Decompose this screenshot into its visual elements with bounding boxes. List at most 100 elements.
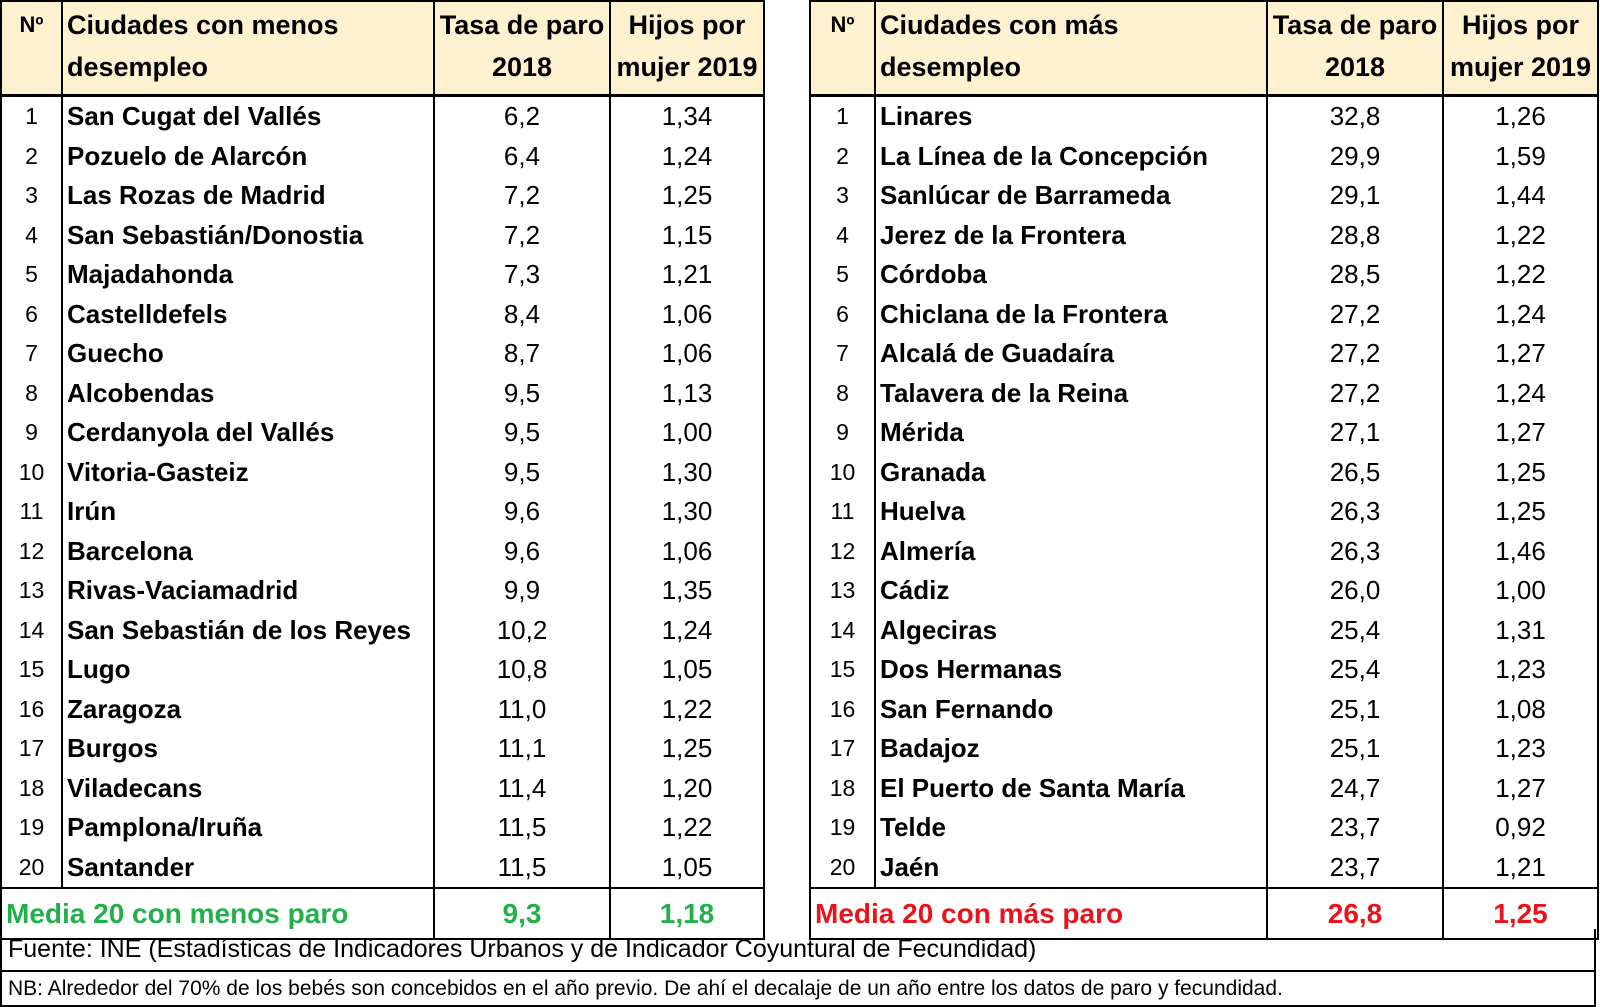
table-row: 19 Pamplona/Iruña 11,5 1,22 (0, 808, 765, 848)
table-row: 17 Badajoz 25,1 1,23 (809, 729, 1599, 769)
cell: 8 (809, 373, 876, 413)
footer-cell: 26,8 (1266, 887, 1444, 940)
cell: 26,3 (1266, 492, 1444, 532)
cell: 7,2 (433, 215, 611, 255)
cell: Huelva (874, 492, 1268, 532)
cell: 4 (0, 215, 63, 255)
header-cell: Nº (0, 0, 63, 97)
table-row: 13 Cádiz 26,0 1,00 (809, 571, 1599, 611)
header-row: Nº Ciudades con menos desempleo Tasa de pa… (0, 0, 765, 97)
cell: 17 (809, 729, 876, 769)
cell: 15 (809, 650, 876, 690)
cell: 26,5 (1266, 452, 1444, 492)
footer-cell: 1,25 (1442, 887, 1599, 940)
cell: 27,2 (1266, 373, 1444, 413)
cell: 19 (809, 808, 876, 848)
cell: 15 (0, 650, 63, 690)
cell: 20 (809, 847, 876, 888)
footer-cell: 9,3 (433, 887, 611, 940)
cell: 25,1 (1266, 729, 1444, 769)
cell: 7 (809, 334, 876, 374)
cell: 1,44 (1442, 176, 1599, 216)
cell: 26,0 (1266, 571, 1444, 611)
cell: 5 (809, 255, 876, 295)
table-body: 1 San Cugat del Vallés 6,2 1,34 2 Pozuelo de … (0, 95, 765, 888)
header-row: Nº Ciudades con más desempleo Tasa de paro… (809, 0, 1599, 97)
cell: Córdoba (874, 255, 1268, 295)
cell: Las Rozas de Madrid (61, 176, 435, 216)
cell: 28,8 (1266, 215, 1444, 255)
cell: 1,27 (1442, 413, 1599, 453)
cell: 1,24 (609, 136, 765, 176)
cell: 1,25 (1442, 452, 1599, 492)
table-row: 7 Guecho 8,7 1,06 (0, 334, 765, 374)
footer-row: Media 20 con menos paro 9,3 1,18 (0, 887, 765, 940)
cell: 18 (0, 768, 63, 808)
footer-cell: Media 20 con menos paro (0, 887, 435, 940)
cell: Sanlúcar de Barrameda (874, 176, 1268, 216)
cell: 13 (0, 571, 63, 611)
cell: 9,9 (433, 571, 611, 611)
cell: 27,2 (1266, 334, 1444, 374)
cell: 1,06 (609, 531, 765, 571)
header-cell: Nº (809, 0, 876, 97)
cell: Jaén (874, 847, 1268, 888)
data-table: Nº Ciudades con menos desempleo Tasa de pa… (0, 0, 765, 940)
footer-cell: 1,18 (609, 887, 765, 940)
cell: 8 (0, 373, 63, 413)
cell: Irún (61, 492, 435, 532)
cell: 17 (0, 729, 63, 769)
table-header: Nº Ciudades con más desempleo Tasa de paro… (809, 0, 1599, 97)
cell: Cádiz (874, 571, 1268, 611)
cell: 11,5 (433, 847, 611, 888)
cell: 9,5 (433, 373, 611, 413)
table-row: 8 Alcobendas 9,5 1,13 (0, 373, 765, 413)
table-row: 11 Irún 9,6 1,30 (0, 492, 765, 532)
cell: 4 (809, 215, 876, 255)
cell: 1,13 (609, 373, 765, 413)
cell: 11 (809, 492, 876, 532)
table-row: 8 Talavera de la Reina 27,2 1,24 (809, 373, 1599, 413)
table-row: 14 Algeciras 25,4 1,31 (809, 610, 1599, 650)
cell: 7 (0, 334, 63, 374)
cell: Guecho (61, 334, 435, 374)
cell: 1,25 (609, 729, 765, 769)
cell: 6,4 (433, 136, 611, 176)
cell: Algeciras (874, 610, 1268, 650)
table-row: 9 Cerdanyola del Vallés 9,5 1,00 (0, 413, 765, 453)
cell: 20 (0, 847, 63, 888)
cell: 1,06 (609, 334, 765, 374)
source: Fuente: INE (Estadísticas de Indicadores… (0, 929, 1596, 972)
cell: Almería (874, 531, 1268, 571)
cell: 1,24 (609, 610, 765, 650)
cell: 1,22 (609, 689, 765, 729)
cell: 14 (0, 610, 63, 650)
cell: Vitoria-Gasteiz (61, 452, 435, 492)
cell: 1,00 (1442, 571, 1599, 611)
cell: San Cugat del Vallés (61, 95, 435, 137)
cell: Dos Hermanas (874, 650, 1268, 690)
cell: 0,92 (1442, 808, 1599, 848)
cell: 11,0 (433, 689, 611, 729)
cell: 1,22 (609, 808, 765, 848)
cell: 12 (0, 531, 63, 571)
table-row: 1 Linares 32,8 1,26 (809, 95, 1599, 137)
cell: 25,4 (1266, 610, 1444, 650)
cell: 1,30 (609, 492, 765, 532)
header-cell: Hijos por mujer 2019 (1442, 0, 1599, 97)
cell: 8,7 (433, 334, 611, 374)
cell: 1,22 (1442, 215, 1599, 255)
cell: La Línea de la Concepción (874, 136, 1268, 176)
header-cell: Tasa de paro 2018 (433, 0, 611, 97)
footer-cell: Media 20 con más paro (809, 887, 1268, 940)
table-row: 6 Chiclana de la Frontera 27,2 1,24 (809, 294, 1599, 334)
cell: 11,4 (433, 768, 611, 808)
cell: 11,1 (433, 729, 611, 769)
table-row: 1 San Cugat del Vallés 6,2 1,34 (0, 95, 765, 137)
cell: Badajoz (874, 729, 1268, 769)
cell: 1,27 (1442, 768, 1599, 808)
cell: San Fernando (874, 689, 1268, 729)
cell: 6,2 (433, 95, 611, 137)
table-row: 3 Las Rozas de Madrid 7,2 1,25 (0, 176, 765, 216)
cell: Pamplona/Iruña (61, 808, 435, 848)
